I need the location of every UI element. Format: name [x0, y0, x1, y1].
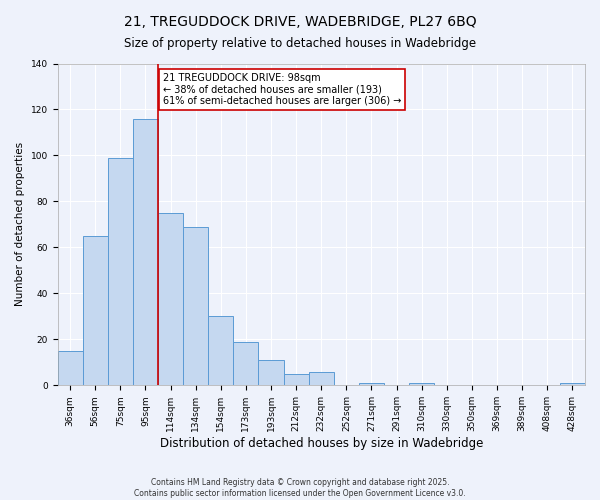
Bar — [309, 372, 334, 386]
Bar — [183, 226, 208, 386]
Bar — [158, 213, 183, 386]
Text: 21, TREGUDDOCK DRIVE, WADEBRIDGE, PL27 6BQ: 21, TREGUDDOCK DRIVE, WADEBRIDGE, PL27 6… — [124, 15, 476, 29]
Bar — [560, 383, 585, 386]
Bar — [233, 342, 259, 386]
Bar — [284, 374, 309, 386]
Text: Size of property relative to detached houses in Wadebridge: Size of property relative to detached ho… — [124, 38, 476, 51]
Bar — [83, 236, 108, 386]
Bar — [409, 383, 434, 386]
Bar — [259, 360, 284, 386]
Bar — [359, 383, 384, 386]
Bar — [133, 118, 158, 386]
Bar — [208, 316, 233, 386]
Bar — [108, 158, 133, 386]
Text: Contains HM Land Registry data © Crown copyright and database right 2025.
Contai: Contains HM Land Registry data © Crown c… — [134, 478, 466, 498]
Text: 21 TREGUDDOCK DRIVE: 98sqm
← 38% of detached houses are smaller (193)
61% of sem: 21 TREGUDDOCK DRIVE: 98sqm ← 38% of deta… — [163, 72, 401, 106]
X-axis label: Distribution of detached houses by size in Wadebridge: Distribution of detached houses by size … — [160, 437, 483, 450]
Bar — [58, 351, 83, 386]
Y-axis label: Number of detached properties: Number of detached properties — [15, 142, 25, 306]
